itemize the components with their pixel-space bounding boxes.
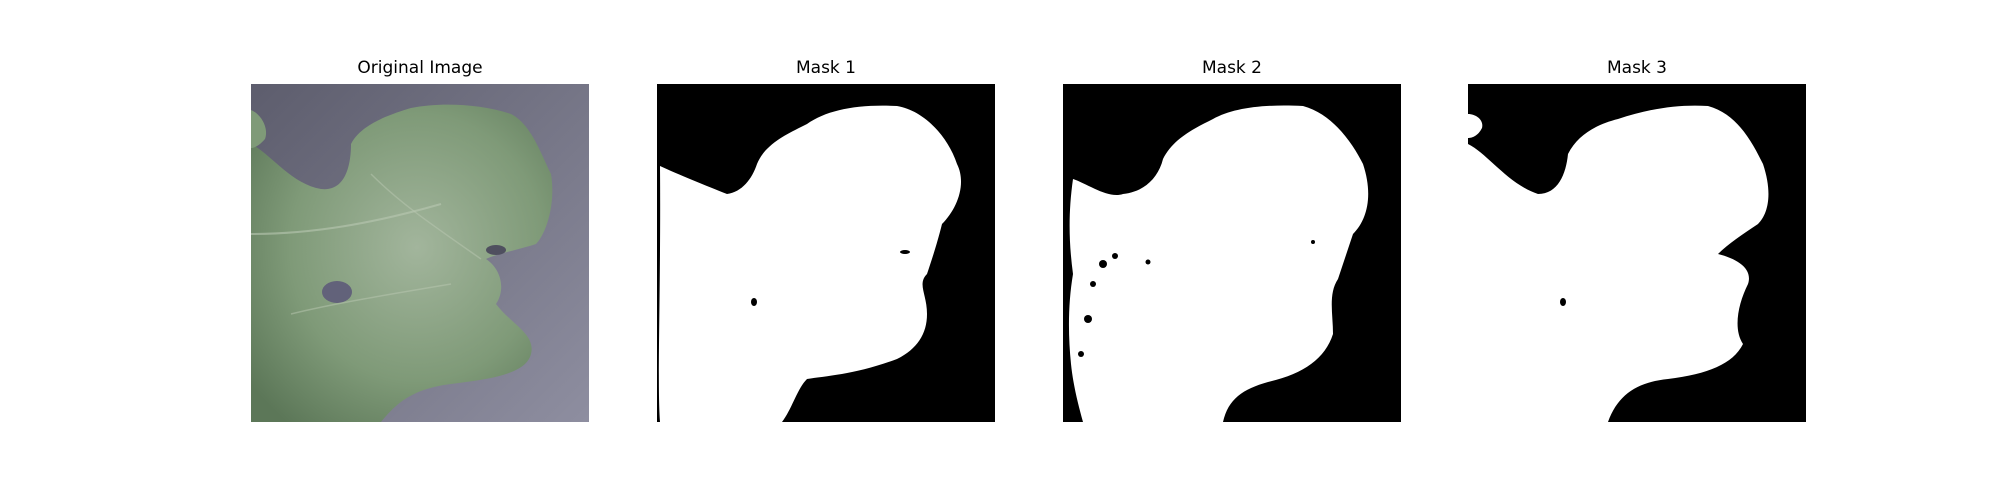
original-image <box>251 84 589 422</box>
panel-title-mask-3: Mask 3 <box>1606 58 1667 78</box>
mask-2 <box>1063 84 1401 422</box>
mask-1-image <box>657 84 995 422</box>
mask-1 <box>657 84 995 422</box>
mask-3-image <box>1468 84 1806 422</box>
panel-title-mask-2: Mask 2 <box>1201 58 1262 78</box>
mask-3 <box>1468 84 1806 422</box>
mask-2-image <box>1063 84 1401 422</box>
original-leaf-photo <box>251 84 589 422</box>
panel-title-mask-1: Mask 1 <box>795 58 856 78</box>
panel-title-original-image: Original Image <box>357 58 483 78</box>
